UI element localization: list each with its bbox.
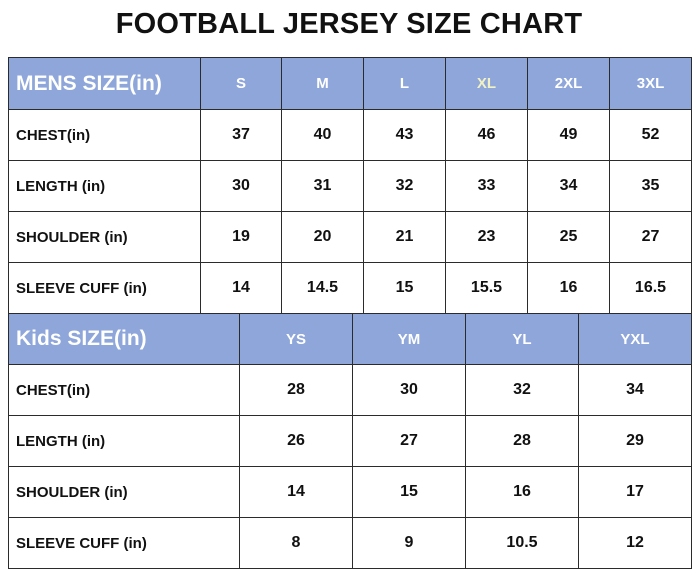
table-cell: 34 <box>578 364 692 416</box>
row-label: CHEST(in) <box>8 109 201 161</box>
table-cell: 21 <box>363 211 446 263</box>
table-cell: 52 <box>609 109 692 161</box>
size-header-2xl: 2XL <box>527 57 610 110</box>
mens-header-row: MENS SIZE(in) S M L XL 2XL 3XL <box>8 57 692 110</box>
kids-row-chest: CHEST(in) 28 30 32 34 <box>8 364 692 416</box>
size-header-ym: YM <box>352 313 466 365</box>
table-cell: 27 <box>352 415 466 467</box>
table-cell: 28 <box>239 364 353 416</box>
row-label: SHOULDER (in) <box>8 466 240 518</box>
table-cell: 15.5 <box>445 262 528 314</box>
table-cell: 14 <box>239 466 353 518</box>
table-cell: 15 <box>363 262 446 314</box>
row-label: LENGTH (in) <box>8 415 240 467</box>
mens-row-length: LENGTH (in) 30 31 32 33 34 35 <box>8 160 692 212</box>
table-cell: 20 <box>281 211 364 263</box>
table-cell: 43 <box>363 109 446 161</box>
size-header-xl: XL <box>445 57 528 110</box>
table-cell: 35 <box>609 160 692 212</box>
table-cell: 30 <box>352 364 466 416</box>
kids-size-table: Kids SIZE(in) YS YM YL YXL CHEST(in) 28 … <box>8 313 692 569</box>
table-cell: 23 <box>445 211 528 263</box>
table-cell: 25 <box>527 211 610 263</box>
size-header-3xl: 3XL <box>609 57 692 110</box>
mens-row-chest: CHEST(in) 37 40 43 46 49 52 <box>8 109 692 161</box>
table-cell: 10.5 <box>465 517 579 569</box>
kids-row-shoulder: SHOULDER (in) 14 15 16 17 <box>8 466 692 518</box>
mens-row-shoulder: SHOULDER (in) 19 20 21 23 25 27 <box>8 211 692 263</box>
table-cell: 30 <box>200 160 282 212</box>
size-header-yl: YL <box>465 313 579 365</box>
table-cell: 34 <box>527 160 610 212</box>
table-cell: 37 <box>200 109 282 161</box>
table-cell: 9 <box>352 517 466 569</box>
table-cell: 16.5 <box>609 262 692 314</box>
mens-size-table: MENS SIZE(in) S M L XL 2XL 3XL CHEST(in)… <box>8 57 692 314</box>
table-cell: 26 <box>239 415 353 467</box>
table-cell: 12 <box>578 517 692 569</box>
row-label: CHEST(in) <box>8 364 240 416</box>
table-cell: 16 <box>527 262 610 314</box>
mens-size-header: MENS SIZE(in) <box>8 57 201 110</box>
kids-row-sleeve-cuff: SLEEVE CUFF (in) 8 9 10.5 12 <box>8 517 692 569</box>
table-cell: 32 <box>363 160 446 212</box>
chart-title: FOOTBALL JERSEY SIZE CHART <box>115 8 583 40</box>
kids-header-row: Kids SIZE(in) YS YM YL YXL <box>8 313 692 365</box>
table-cell: 40 <box>281 109 364 161</box>
size-header-m: M <box>281 57 364 110</box>
row-label: LENGTH (in) <box>8 160 201 212</box>
table-cell: 16 <box>465 466 579 518</box>
table-cell: 49 <box>527 109 610 161</box>
row-label: SLEEVE CUFF (in) <box>8 262 201 314</box>
table-cell: 14 <box>200 262 282 314</box>
table-cell: 31 <box>281 160 364 212</box>
table-cell: 27 <box>609 211 692 263</box>
table-cell: 29 <box>578 415 692 467</box>
table-cell: 28 <box>465 415 579 467</box>
size-header-ys: YS <box>239 313 353 365</box>
table-cell: 46 <box>445 109 528 161</box>
table-cell: 8 <box>239 517 353 569</box>
table-cell: 33 <box>445 160 528 212</box>
size-header-l: L <box>363 57 446 110</box>
table-cell: 32 <box>465 364 579 416</box>
table-cell: 19 <box>200 211 282 263</box>
size-header-s: S <box>200 57 282 110</box>
table-cell: 17 <box>578 466 692 518</box>
table-cell: 15 <box>352 466 466 518</box>
row-label: SHOULDER (in) <box>8 211 201 263</box>
kids-size-header: Kids SIZE(in) <box>8 313 240 365</box>
size-header-yxl: YXL <box>578 313 692 365</box>
table-cell: 14.5 <box>281 262 364 314</box>
kids-row-length: LENGTH (in) 26 27 28 29 <box>8 415 692 467</box>
row-label: SLEEVE CUFF (in) <box>8 517 240 569</box>
mens-row-sleeve-cuff: SLEEVE CUFF (in) 14 14.5 15 15.5 16 16.5 <box>8 262 692 314</box>
